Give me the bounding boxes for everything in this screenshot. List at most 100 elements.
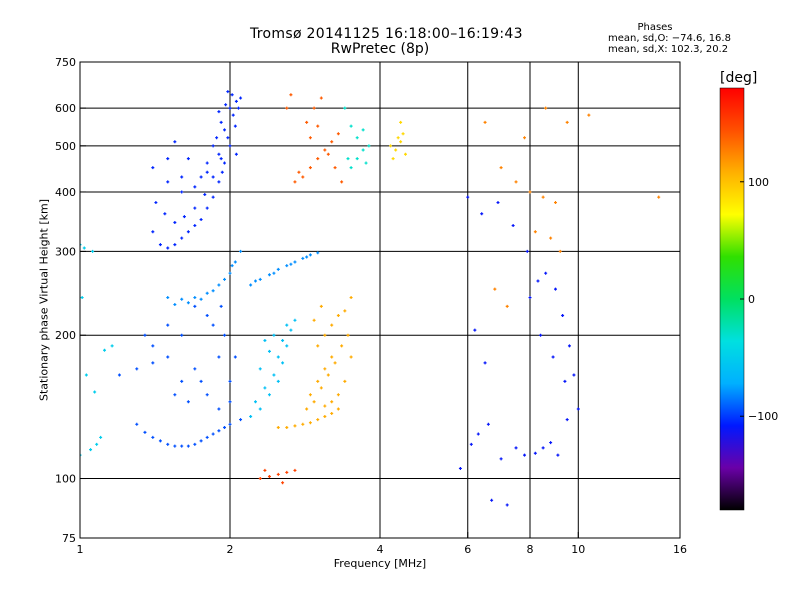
data-point <box>217 407 221 411</box>
data-point <box>576 407 580 411</box>
data-point <box>297 170 301 174</box>
data-point <box>203 193 207 197</box>
data-point <box>316 251 320 255</box>
data-point <box>193 296 197 300</box>
data-point <box>211 289 215 293</box>
data-point <box>316 379 320 383</box>
data-point <box>89 448 93 452</box>
data-point <box>319 304 323 308</box>
data-point <box>523 453 527 457</box>
data-point <box>211 144 215 148</box>
data-point <box>349 166 353 170</box>
data-point <box>533 230 537 234</box>
data-point <box>305 120 309 124</box>
data-point <box>223 161 227 165</box>
data-point <box>272 333 276 337</box>
data-point <box>228 400 232 404</box>
data-point <box>205 393 209 397</box>
data-point <box>263 386 267 390</box>
data-point <box>180 175 184 179</box>
data-point <box>211 175 215 179</box>
data-point <box>293 260 297 264</box>
data-point <box>336 407 340 411</box>
chart-title: Tromsø 20141125 16:18:00–16:19:43 <box>250 26 523 42</box>
data-point <box>219 157 223 161</box>
data-point <box>217 355 221 359</box>
data-point <box>349 124 353 128</box>
data-point <box>263 338 267 342</box>
data-point <box>258 407 262 411</box>
data-point <box>193 367 197 371</box>
data-point <box>182 215 186 219</box>
data-points <box>80 90 661 507</box>
data-point <box>346 157 350 161</box>
data-point <box>223 277 227 281</box>
phases-x-stats: mean, sd,X: 102.3, 20.2 <box>608 44 729 55</box>
data-point <box>285 470 289 474</box>
data-point <box>230 264 234 268</box>
data-point <box>173 303 177 307</box>
data-point <box>217 152 221 156</box>
data-point <box>91 249 95 253</box>
data-point <box>228 379 232 383</box>
data-point <box>544 271 548 275</box>
data-point <box>399 120 403 124</box>
data-point <box>228 422 232 426</box>
data-point <box>330 400 334 404</box>
data-point <box>217 283 221 287</box>
data-point <box>312 400 316 404</box>
data-point <box>193 224 197 228</box>
data-point <box>180 444 184 448</box>
data-point <box>340 180 344 184</box>
data-point <box>333 166 337 170</box>
data-point <box>281 361 285 365</box>
data-point <box>525 249 529 253</box>
data-point <box>466 195 470 199</box>
x-axis-ticks: 1 2 4 6 8 10 16 <box>77 532 687 556</box>
data-point <box>528 190 532 194</box>
data-point <box>117 373 121 377</box>
y-tick-label: 600 <box>55 102 76 115</box>
data-point <box>166 180 170 184</box>
data-point <box>281 481 285 485</box>
data-point <box>135 367 139 371</box>
data-point <box>301 256 305 260</box>
data-point <box>205 206 209 210</box>
data-point <box>308 421 312 425</box>
data-point <box>180 190 184 194</box>
data-point <box>308 166 312 170</box>
data-point <box>553 201 557 205</box>
data-point <box>258 367 262 371</box>
data-point <box>193 185 197 189</box>
data-point <box>308 253 312 257</box>
data-point <box>103 348 107 352</box>
data-point <box>249 283 253 287</box>
data-point <box>180 236 184 240</box>
data-point <box>657 195 661 199</box>
data-point <box>219 304 223 308</box>
data-point <box>285 264 289 268</box>
data-point <box>389 144 393 148</box>
data-point <box>316 157 320 161</box>
data-point <box>346 333 350 337</box>
data-point <box>323 367 327 371</box>
data-point <box>258 477 262 481</box>
data-point <box>330 355 334 359</box>
data-point <box>186 230 190 234</box>
data-point <box>80 243 82 247</box>
data-point <box>514 446 518 450</box>
data-point <box>355 136 359 140</box>
data-point <box>316 344 320 348</box>
x-axis-label: Frequency [MHz] <box>333 557 427 570</box>
chart-subtitle: RwPretec (8p) <box>330 41 430 57</box>
data-point <box>336 314 340 318</box>
data-point <box>276 425 280 429</box>
data-point <box>166 296 170 300</box>
data-point <box>110 344 114 348</box>
data-point <box>226 136 230 140</box>
data-point <box>319 96 323 100</box>
data-point <box>258 277 262 281</box>
data-point <box>267 474 271 478</box>
data-point <box>263 468 267 472</box>
data-point <box>230 93 234 97</box>
